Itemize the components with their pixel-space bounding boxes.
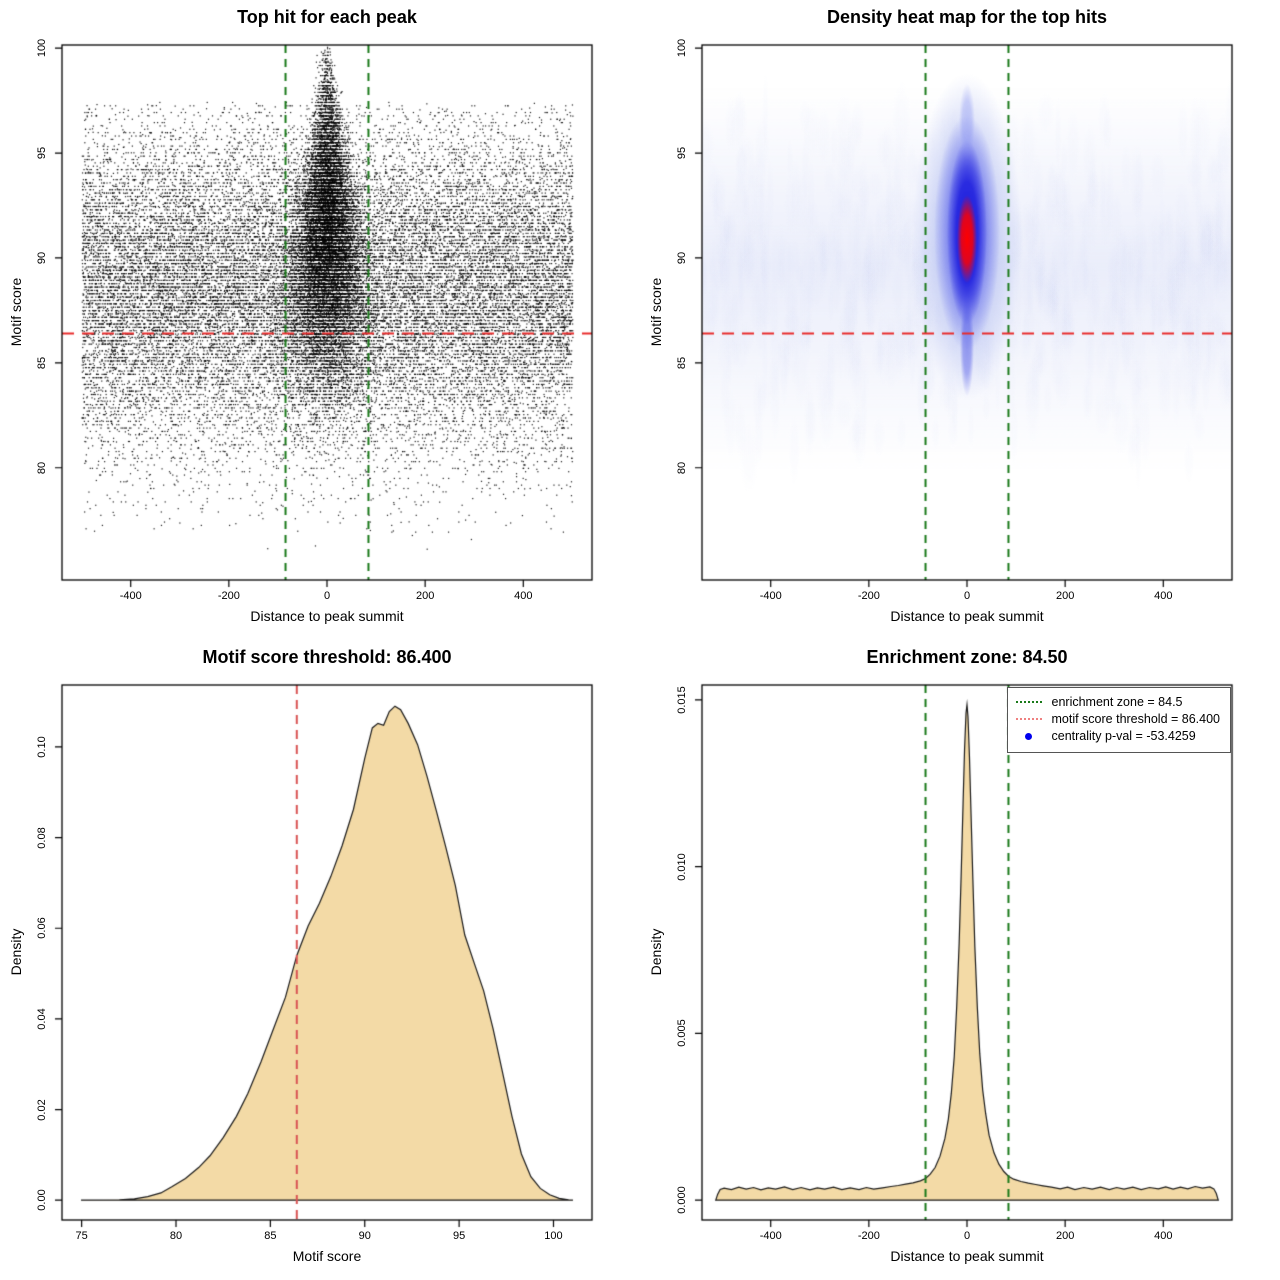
- panel-density-heatmap: Density heat map for the top hits Distan…: [640, 0, 1280, 640]
- panel-distance-density: Enrichment zone: 84.50 Distance to peak …: [640, 640, 1280, 1280]
- x-tick-label: 200: [1055, 1230, 1075, 1242]
- y-tick-label: 95: [676, 146, 688, 160]
- y-axis-label: Density: [8, 928, 24, 976]
- x-tick-label: -200: [857, 1230, 880, 1242]
- legend-item-motif-score-threshold: motif score threshold = 86.400: [1014, 712, 1221, 726]
- x-axis-label: Distance to peak summit: [890, 608, 1044, 624]
- x-tick-label: -200: [857, 590, 880, 602]
- y-tick-label: 80: [676, 461, 688, 474]
- x-tick-label: 200: [1055, 590, 1075, 602]
- x-tick-label: -400: [759, 590, 782, 602]
- panel-title: Motif score threshold: 86.400: [202, 647, 452, 667]
- x-tick-label: -400: [119, 590, 142, 602]
- legend-item-centrality-pval: centrality p-val = -53.4259: [1014, 729, 1221, 743]
- legend-label: centrality p-val = -53.4259: [1051, 729, 1196, 743]
- y-tick-label: 0.10: [36, 736, 48, 758]
- y-tick-label: 0.02: [36, 1098, 48, 1121]
- x-tick-label: -400: [759, 1230, 782, 1242]
- x-tick-label: 400: [514, 590, 533, 602]
- x-tick-label: 100: [544, 1230, 563, 1242]
- score-density-canvas: [0, 640, 640, 1280]
- legend: enrichment zone = 84.5 motif score thres…: [1006, 687, 1231, 753]
- x-tick-label: 0: [323, 590, 331, 602]
- x-tick-label: 90: [358, 1230, 371, 1242]
- panel-title: Density heat map for the top hits: [826, 7, 1108, 27]
- x-tick-label: 200: [415, 590, 435, 602]
- x-axis-label: Distance to peak summit: [890, 1248, 1044, 1264]
- legend-item-enrichment-zone: enrichment zone = 84.5: [1014, 695, 1221, 709]
- y-tick-label: 85: [36, 356, 48, 369]
- y-tick-label: 0.04: [36, 1008, 48, 1030]
- x-axis-label: Distance to peak summit: [250, 608, 404, 624]
- y-tick-label: 80: [36, 461, 48, 474]
- x-tick-label: -200: [217, 590, 240, 602]
- x-tick-label: 0: [963, 590, 971, 602]
- y-tick-label: 0.010: [676, 852, 688, 881]
- panel-title: Top hit for each peak: [237, 7, 417, 27]
- y-tick-label: 100: [676, 38, 688, 58]
- x-tick-label: 80: [169, 1230, 183, 1242]
- y-tick-label: 0.00: [36, 1189, 48, 1211]
- red-dotted-line-swatch: [1015, 718, 1042, 720]
- x-axis-label: Motif score: [292, 1248, 362, 1264]
- x-tick-label: 95: [452, 1230, 466, 1242]
- y-tick-label: 0.08: [36, 826, 48, 849]
- x-tick-label: 400: [1154, 590, 1173, 602]
- panel-title: Enrichment zone: 84.50: [866, 647, 1068, 667]
- legend-swatch-box: [1014, 718, 1044, 720]
- y-axis-label: Motif score: [8, 277, 24, 347]
- y-tick-label: 100: [36, 38, 48, 58]
- y-tick-label: 85: [676, 356, 688, 369]
- green-dotted-line-swatch: [1015, 701, 1042, 703]
- x-tick-label: 75: [75, 1230, 88, 1242]
- legend-swatch-box: [1014, 701, 1044, 703]
- legend-swatch-box: [1014, 732, 1044, 740]
- panel-motif-score-density: Motif score threshold: 86.400 Motif scor…: [0, 640, 640, 1280]
- y-axis-label: Density: [648, 928, 664, 976]
- scatter-plot-canvas: [0, 0, 640, 640]
- legend-label: motif score threshold = 86.400: [1051, 712, 1221, 726]
- legend-label: enrichment zone = 84.5: [1051, 695, 1183, 709]
- x-tick-label: 400: [1154, 1230, 1173, 1242]
- x-tick-label: 0: [963, 1230, 971, 1242]
- y-tick-label: 95: [36, 146, 48, 160]
- y-axis-label: Motif score: [648, 277, 664, 347]
- panel-scatter-top-hits: Top hit for each peak Distance to peak s…: [0, 0, 640, 640]
- heatmap-canvas: [640, 0, 1280, 640]
- y-tick-label: 90: [676, 251, 688, 265]
- y-tick-label: 0.000: [676, 1186, 688, 1214]
- y-tick-label: 90: [36, 251, 48, 265]
- y-tick-label: 0.005: [676, 1019, 688, 1048]
- y-tick-label: 0.015: [676, 686, 688, 714]
- blue-dot-swatch: [1025, 732, 1032, 740]
- x-tick-label: 85: [264, 1230, 277, 1242]
- y-tick-label: 0.06: [36, 917, 48, 939]
